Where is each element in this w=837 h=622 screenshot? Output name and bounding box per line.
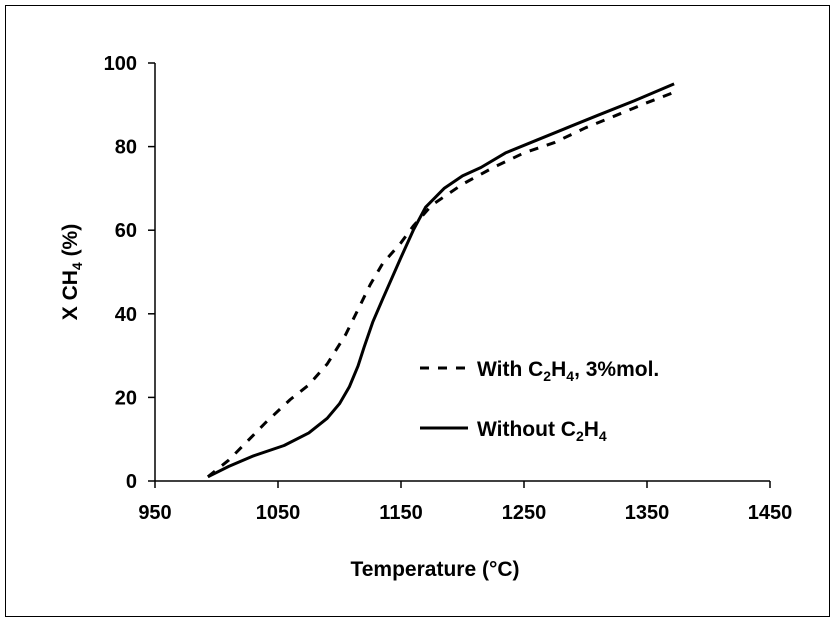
series-line-without-c2h4 [207, 82, 675, 479]
chart-series-group [206, 82, 675, 479]
x-tick-label: 1350 [625, 502, 670, 524]
y-axis-title: X CH4 (%) [59, 224, 85, 320]
x-axis-title: Temperature (°C) [350, 558, 519, 581]
y-tick-label: 60 [115, 220, 137, 242]
x-tick-label: 1450 [748, 502, 793, 524]
x-tick-label: 1250 [502, 502, 547, 524]
chart-frame [5, 5, 830, 617]
legend-label: With C2H4, 3%mol. [477, 358, 659, 384]
legend-label: Without C2H4 [477, 418, 607, 444]
chart-axes: 950 1050 1150 1250 1350 1450 0 20 40 60 80 100 [104, 53, 793, 524]
x-tick-label: 950 [138, 502, 171, 524]
y-tick-label: 80 [115, 137, 137, 159]
y-tick-label: 40 [115, 304, 137, 326]
series-line-with-c2h4 [206, 90, 675, 478]
x-tick-label: 1150 [379, 502, 422, 524]
y-tick-label: 0 [126, 471, 137, 493]
chart-legend: With C2H4, 3%mol. Without C2H4 [420, 358, 659, 444]
x-tick-label: 1050 [256, 502, 301, 524]
y-tick-label: 20 [115, 387, 137, 409]
y-tick-label: 100 [104, 53, 137, 75]
